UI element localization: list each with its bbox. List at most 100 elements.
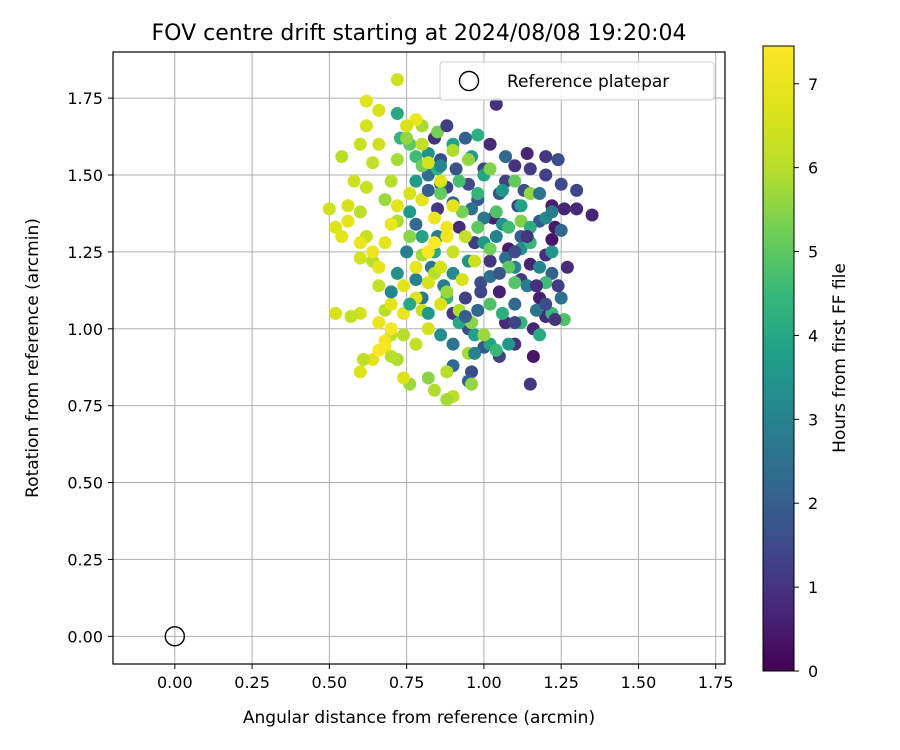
scatter-point	[384, 322, 398, 336]
scatter-point	[545, 233, 559, 247]
scatter-point	[545, 266, 559, 280]
scatter-point	[353, 251, 367, 265]
scatter-point	[440, 220, 454, 234]
scatter-point	[502, 260, 516, 274]
x-tick-label: 0.00	[157, 673, 193, 692]
scatter-point	[400, 131, 414, 145]
scatter-point	[529, 303, 543, 317]
scatter-point	[520, 230, 534, 244]
scatter-point	[446, 266, 460, 280]
scatter-point	[533, 260, 547, 274]
scatter-point	[489, 97, 503, 111]
scatter-point	[341, 199, 355, 213]
scatter-point	[474, 276, 488, 290]
scatter-point	[551, 153, 565, 167]
scatter-point	[421, 146, 435, 160]
scatter-point	[384, 297, 398, 311]
scatter-point	[384, 349, 398, 363]
colorbar-tick-label: 5	[808, 243, 818, 262]
colorbar-tick-label: 7	[808, 75, 818, 94]
colorbar-tick-label: 3	[808, 410, 818, 429]
reference-platepar-point	[164, 626, 186, 647]
scatter-point	[533, 186, 547, 200]
scatter-point	[415, 230, 429, 244]
scatter-point	[508, 159, 522, 173]
scatter-point	[514, 214, 528, 228]
scatter-point	[483, 162, 497, 176]
scatter-point	[390, 107, 404, 121]
scatter-point	[471, 220, 485, 234]
scatter-point	[468, 236, 482, 250]
scatter-point	[372, 260, 386, 274]
scatter-point	[557, 313, 571, 327]
scatter-point	[329, 220, 343, 234]
scatter-point	[434, 297, 448, 311]
scatter-point	[353, 137, 367, 151]
colorbar: 0 1 2 3 4 5 6 7 Hours from first FF file	[762, 45, 850, 681]
x-axis-ticks: 0.00 0.25 0.50 0.75 1.00 1.25 1.50 1.75	[157, 664, 734, 692]
scatter-point	[489, 343, 503, 357]
scatter-point	[458, 131, 472, 145]
scatter-point	[449, 162, 463, 176]
scatter-point	[440, 119, 454, 133]
scatter-point	[421, 322, 435, 336]
scatter-point	[455, 205, 469, 219]
scatter-point	[508, 316, 522, 330]
colorbar-tick-label: 4	[808, 326, 818, 345]
y-tick-label: 0.25	[67, 550, 103, 569]
scatter-point	[440, 393, 454, 407]
scatter-point	[508, 276, 522, 290]
scatter-point	[378, 193, 392, 207]
colorbar-tick-label: 6	[808, 159, 818, 178]
scatter-point	[458, 309, 472, 323]
scatter-point	[548, 313, 562, 327]
scatter-point	[347, 174, 361, 188]
scatter-point	[384, 174, 398, 188]
scatter-point	[434, 159, 448, 173]
scatter-point	[446, 143, 460, 157]
scatter-point	[570, 202, 584, 216]
scatter-point	[465, 377, 479, 391]
scatter-point	[495, 306, 509, 320]
scatter-point	[427, 383, 441, 397]
scatter-point	[397, 306, 411, 320]
y-tick-label: 1.50	[67, 166, 103, 185]
scatter-point	[520, 146, 534, 160]
legend-entry-reference: Reference platepar	[507, 72, 669, 92]
scatter-point	[384, 217, 398, 231]
scatter-point	[468, 254, 482, 268]
scatter-point	[341, 214, 355, 228]
scatter-point	[403, 205, 417, 219]
scatter-point	[471, 128, 485, 142]
scatter-point	[489, 230, 503, 244]
scatter-point	[409, 150, 423, 164]
scatter-point	[421, 168, 435, 182]
scatter-point	[554, 291, 568, 305]
legend-marker-icon	[458, 70, 480, 92]
legend-box	[439, 61, 715, 101]
scatter-point	[477, 211, 491, 225]
scatter-point	[560, 260, 574, 274]
scatter-point	[523, 186, 537, 200]
y-tick-label: 0.75	[67, 397, 103, 416]
scatter-point	[366, 353, 380, 367]
scatter-point	[477, 328, 491, 342]
scatter-point	[335, 230, 349, 244]
scatter-point	[440, 365, 454, 379]
chart-title: FOV centre drift starting at 2024/08/08 …	[152, 21, 687, 46]
scatter-point	[452, 220, 466, 234]
x-tick-label: 0.25	[234, 673, 270, 692]
scatter-point	[403, 297, 417, 311]
scatter-point	[554, 223, 568, 237]
scatter-point	[378, 236, 392, 250]
scatter-point	[400, 245, 414, 259]
scatter-point	[434, 174, 448, 188]
scatter-point	[489, 205, 503, 219]
scatter-point	[372, 137, 386, 151]
scatter-point	[523, 162, 537, 176]
scatter-point	[483, 137, 497, 151]
scatter-point	[427, 211, 441, 225]
scatter-point	[461, 153, 475, 167]
scatter-point	[492, 266, 506, 280]
